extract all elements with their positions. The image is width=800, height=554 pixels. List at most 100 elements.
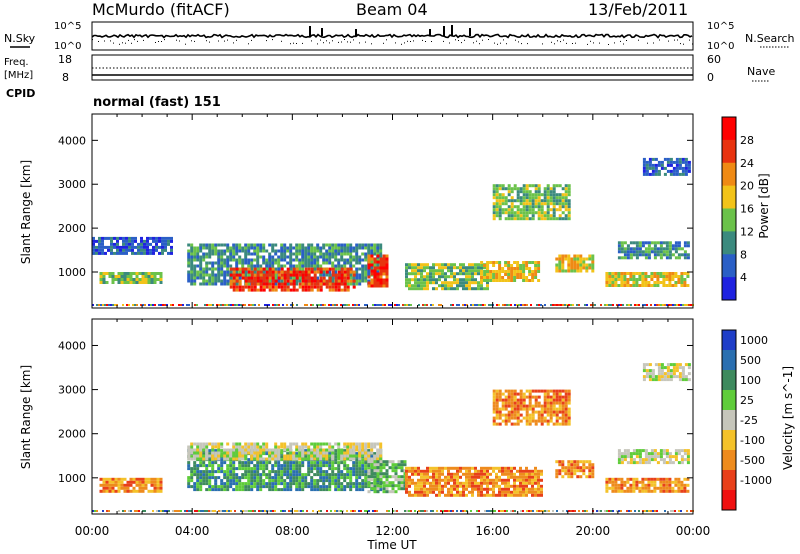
- velocity-colorbar-segment-7: [722, 470, 736, 491]
- velocity-echo-region-8: [617, 449, 690, 465]
- noise-right-tick-bottom: 10^0: [707, 41, 734, 52]
- velocity-echo-region-3: [367, 460, 407, 494]
- time-tick-label-0: 00:00: [75, 524, 110, 538]
- beam-title: Beam 04: [356, 0, 428, 19]
- freq-panel-frame: [91, 54, 694, 81]
- time-tick-label-1: 04:00: [175, 524, 210, 538]
- noise-left-label: N.Sky: [4, 32, 36, 45]
- power-colorbar-segment-3: [722, 208, 736, 232]
- time-axis-ticklabels: 00:00 04:00 08:00 12:00 16:00 20:00 00:00: [75, 524, 711, 538]
- cpid-label: CPID: [6, 87, 35, 100]
- noise-right-label: N.Search: [745, 32, 795, 45]
- power-echo-region-9: [605, 272, 690, 287]
- power-echo-cells: [92, 157, 694, 306]
- power-echo-region-7: [492, 184, 571, 221]
- velocity-colorbar-segment-8: [722, 490, 736, 511]
- velocity-colorbar-tick-3: 25: [740, 394, 754, 407]
- power-colorbar-segment-0: [722, 277, 736, 301]
- velocity-colorbar-segment-6: [722, 450, 736, 471]
- power-colorbar-tick-4: 20: [740, 180, 754, 193]
- power-colorbar-tick-6: 28: [740, 134, 754, 147]
- noise-trace: [91, 25, 693, 45]
- velocity-colorbar: 1000 500 100 25 -25 -100 -500 -1000: [721, 329, 772, 511]
- velocity-ylabel: Slant Range [km]: [19, 365, 33, 469]
- power-colorbar-tick-5: 24: [740, 157, 754, 170]
- power-colorbar-tick-3: 16: [740, 203, 754, 216]
- velocity-ytick-label-3: 4000: [58, 339, 86, 352]
- freq-left-unit: [MHz]: [4, 70, 33, 81]
- power-colorbar-frame: [721, 116, 737, 301]
- velocity-echo-region-7: [605, 477, 690, 493]
- velocity-colorbar-segment-0: [722, 330, 736, 351]
- power-colorbar-segment-2: [722, 231, 736, 255]
- power-echo-region-1: [92, 236, 173, 255]
- power-echo-region-6: [480, 261, 541, 282]
- velocity-colorbar-tick-6: -500: [740, 454, 765, 467]
- power-echo-region-8: [555, 254, 595, 273]
- power-ground-scatter: [92, 304, 694, 306]
- power-echo-region-3: [229, 267, 356, 292]
- power-ylabel: Slant Range [km]: [19, 160, 33, 264]
- power-echo-region-4: [367, 254, 389, 288]
- power-colorbar-label: Power [dB]: [757, 173, 771, 238]
- velocity-ytick-label-2: 3000: [58, 384, 86, 397]
- freq-left-tick-bottom: 8: [62, 71, 69, 84]
- velocity-colorbar-tick-2: 100: [740, 374, 761, 387]
- freq-right-label: Nave: [747, 65, 775, 78]
- power-ytick-label-3: 4000: [58, 134, 86, 147]
- velocity-echo-region-5: [492, 389, 571, 426]
- velocity-echo-region-4: [405, 466, 543, 497]
- cpid-mode: normal (fast) 151: [93, 95, 221, 110]
- noise-left-tick-bottom: 10^0: [54, 41, 81, 52]
- velocity-colorbar-frame: [721, 329, 737, 511]
- velocity-colorbar-segment-5: [722, 430, 736, 451]
- power-echo-region-10: [617, 241, 690, 260]
- noise-left-tick-top: 10^5: [54, 21, 81, 32]
- velocity-colorbar-segment-1: [722, 350, 736, 371]
- velocity-axes: 1000 2000 3000 4000: [58, 319, 694, 514]
- velocity-echo-region-9: [642, 363, 691, 382]
- velocity-colorbar-tick-0: 1000: [740, 334, 768, 347]
- power-echo-region-0: [99, 272, 163, 284]
- power-colorbar-segment-7: [722, 117, 736, 141]
- power-ytick-label-2: 3000: [58, 178, 86, 191]
- velocity-ytick-label-0: 1000: [58, 472, 86, 485]
- velocity-colorbar-tick-1: 500: [740, 354, 761, 367]
- freq-right-tick-bottom: 0: [707, 71, 714, 84]
- velocity-colorbar-segment-3: [722, 390, 736, 411]
- power-colorbar-segment-4: [722, 185, 736, 210]
- station-title: McMurdo (fitACF): [92, 0, 230, 19]
- power-axes: 1000 2000 3000 4000: [58, 114, 694, 308]
- time-tick-label-3: 12:00: [375, 524, 410, 538]
- velocity-colorbar-tick-5: -100: [740, 434, 765, 447]
- velocity-echo-cells: [92, 363, 694, 512]
- time-tick-label-2: 08:00: [275, 524, 310, 538]
- power-colorbar-segment-6: [722, 139, 736, 164]
- time-tick-label-6: 00:00: [676, 524, 711, 538]
- velocity-colorbar-segment-2: [722, 370, 736, 391]
- power-ytick-label-0: 1000: [58, 266, 86, 279]
- freq-right-tick-top: 60: [707, 53, 721, 66]
- velocity-colorbar-tick-4: -25: [740, 414, 758, 427]
- power-echo-region-5: [405, 263, 489, 291]
- velocity-colorbar-segment-4: [722, 410, 736, 431]
- power-colorbar-segment-5: [722, 162, 736, 187]
- power-colorbar-tick-1: 8: [740, 248, 747, 261]
- power-colorbar: 4 8 12 16 20 24 28: [721, 116, 754, 301]
- power-echo-region-11: [642, 157, 691, 176]
- velocity-echo-region-6: [555, 460, 595, 479]
- time-axis-label: Time UT: [366, 538, 417, 552]
- freq-left-tick-top: 18: [58, 53, 72, 66]
- power-panel-frame: [91, 113, 694, 309]
- time-tick-label-4: 16:00: [475, 524, 510, 538]
- noise-sky-line: [91, 33, 693, 39]
- velocity-echo-region-2: [187, 442, 383, 461]
- power-ytick-label-1: 2000: [58, 222, 86, 235]
- date-title: 13/Feb/2011: [588, 0, 688, 19]
- velocity-echo-region-0: [99, 477, 163, 493]
- power-colorbar-segment-1: [722, 254, 736, 278]
- freq-left-label: Freq.: [4, 57, 29, 68]
- noise-right-tick-top: 10^5: [707, 21, 734, 32]
- velocity-colorbar-tick-7: -1000: [740, 474, 772, 487]
